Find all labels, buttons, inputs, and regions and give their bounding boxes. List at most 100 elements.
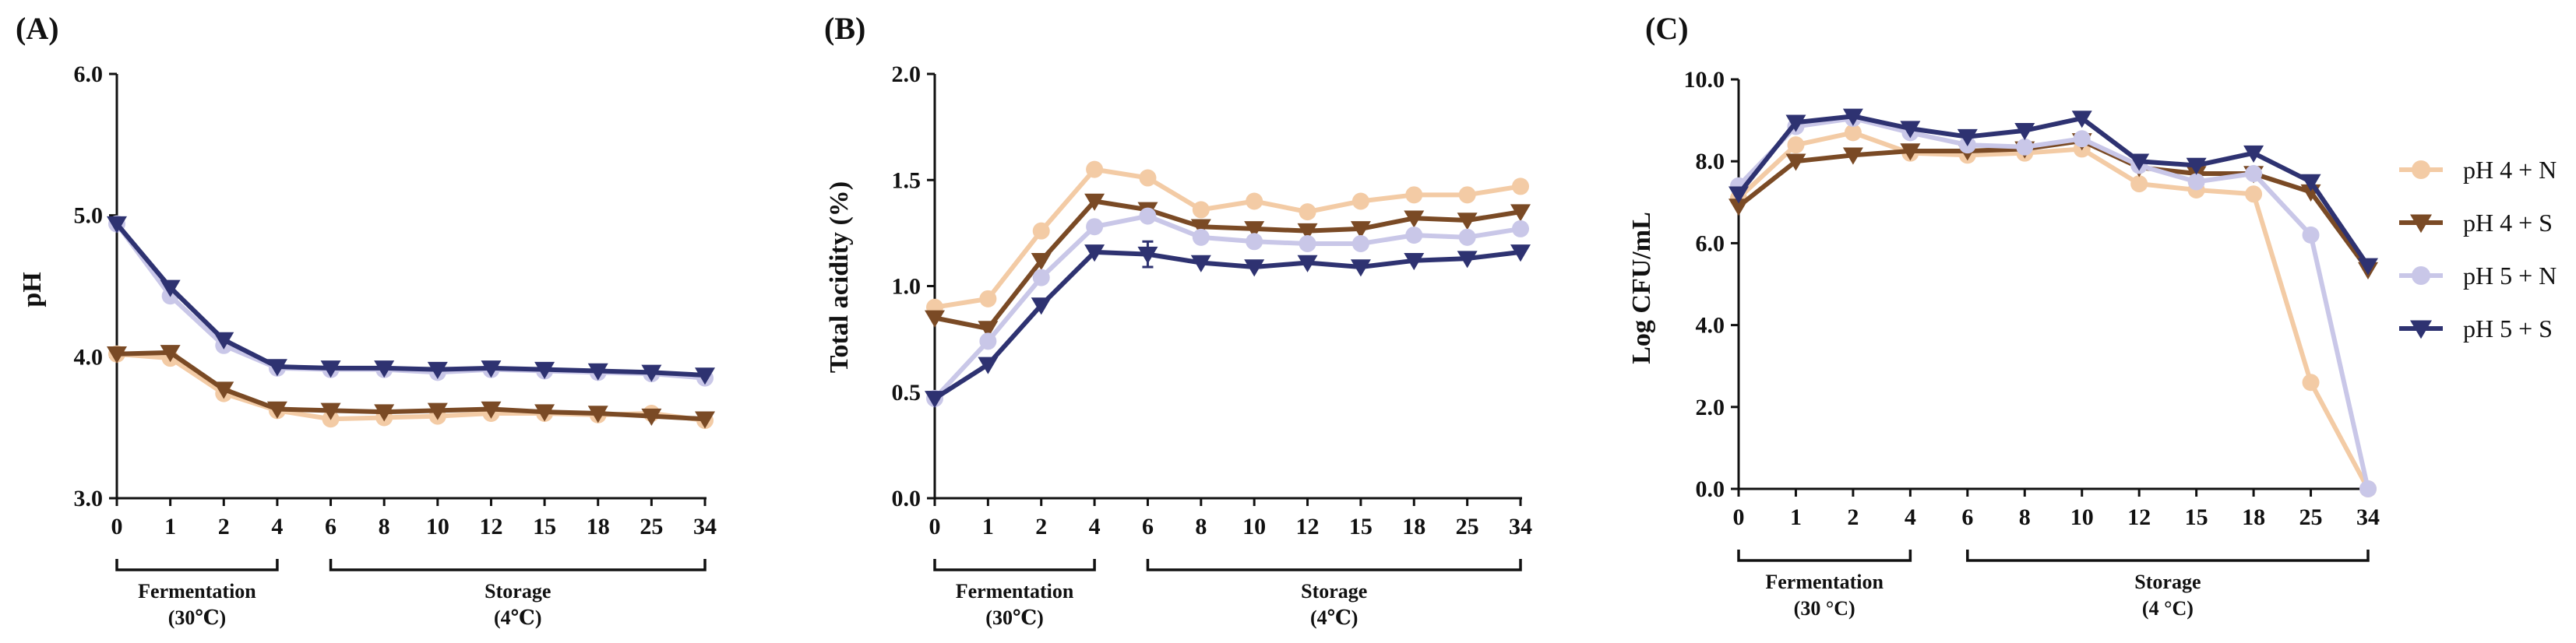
x-tick-label: 34 bbox=[1509, 514, 1532, 539]
y-tick-label: 6.0 bbox=[1696, 230, 1725, 256]
panel-c-ylabel: Log CFU/mL bbox=[1627, 212, 1656, 364]
y-tick-label: 0.5 bbox=[892, 380, 922, 406]
y-tick-label: 6.0 bbox=[74, 61, 104, 87]
y-tick-label: 3.0 bbox=[74, 486, 104, 511]
period-bracket bbox=[329, 559, 707, 571]
data-point bbox=[2302, 226, 2320, 244]
data-point bbox=[2243, 145, 2264, 163]
x-tick-label: 15 bbox=[2185, 504, 2208, 530]
x-tick-label: 18 bbox=[587, 514, 610, 539]
data-point bbox=[1728, 186, 1749, 204]
data-point bbox=[1246, 192, 1263, 210]
x-tick-label: 34 bbox=[693, 514, 717, 539]
series-line bbox=[932, 213, 1521, 400]
panel-c-period-brackets: Fermentation (30 °C) Storage (4 °C) bbox=[1737, 550, 2370, 620]
data-point bbox=[1084, 193, 1105, 211]
data-point bbox=[1404, 253, 1425, 271]
y-tick-label: 8.0 bbox=[1696, 149, 1725, 174]
data-point bbox=[107, 216, 127, 234]
legend-label: pH 4 + S bbox=[2463, 209, 2553, 237]
data-point bbox=[1405, 227, 1423, 244]
data-point bbox=[1086, 218, 1104, 236]
legend-marker bbox=[2412, 266, 2430, 285]
x-tick-label: 18 bbox=[1402, 514, 1425, 539]
x-tick-label: 12 bbox=[1296, 514, 1320, 539]
series-ph-5-n bbox=[108, 215, 714, 387]
data-point bbox=[641, 408, 662, 426]
data-point bbox=[534, 404, 555, 422]
period-note: (4℃) bbox=[1310, 606, 1358, 629]
series-line bbox=[934, 199, 1521, 331]
x-tick-label: 6 bbox=[325, 514, 337, 539]
series-ph-5-n bbox=[1730, 109, 2377, 497]
data-point bbox=[2016, 138, 2034, 156]
data-point bbox=[2073, 130, 2091, 148]
data-point bbox=[1350, 221, 1371, 239]
data-point bbox=[1351, 192, 1369, 210]
series-line bbox=[116, 350, 706, 422]
x-tick-label: 25 bbox=[2299, 504, 2323, 530]
legend-item: pH 4 + N bbox=[2399, 156, 2557, 184]
legend-label: pH 5 + S bbox=[2463, 314, 2553, 343]
series-ph-4-s bbox=[925, 193, 1531, 339]
period-bracket bbox=[1737, 550, 1912, 562]
data-point bbox=[925, 391, 945, 409]
series-line bbox=[933, 249, 1521, 401]
y-tick-label: 10.0 bbox=[1684, 67, 1725, 93]
data-point bbox=[266, 401, 287, 419]
data-point bbox=[2245, 185, 2263, 203]
data-point bbox=[427, 402, 448, 420]
data-point bbox=[1458, 186, 1476, 204]
x-tick-label: 4 bbox=[1089, 514, 1101, 539]
y-tick-label: 1.5 bbox=[892, 167, 922, 193]
x-tick-label: 4 bbox=[1905, 504, 1916, 530]
data-point bbox=[1192, 228, 1210, 246]
data-point bbox=[1031, 253, 1052, 271]
data-point bbox=[534, 361, 555, 380]
x-tick-label: 6 bbox=[1961, 504, 1973, 530]
data-point bbox=[979, 332, 997, 350]
panel-b: (B) Total acidity (%) 0.00.51.01.52.00 1 2… bbox=[824, 11, 1532, 629]
period-name: Fermentation bbox=[956, 580, 1074, 603]
data-point bbox=[2300, 174, 2321, 191]
data-point bbox=[213, 332, 234, 350]
period-note: (30 °C) bbox=[1794, 597, 1855, 620]
data-point bbox=[979, 290, 997, 307]
data-point bbox=[1842, 108, 1863, 126]
data-point bbox=[1900, 121, 1921, 139]
period-bracket bbox=[933, 559, 1096, 571]
series-line bbox=[1736, 114, 2370, 268]
panel-c-label: (C) bbox=[1645, 11, 1689, 46]
data-point bbox=[320, 402, 341, 420]
data-point bbox=[1297, 255, 1318, 272]
data-point bbox=[587, 363, 608, 381]
data-point bbox=[2186, 157, 2207, 175]
data-point bbox=[2014, 123, 2035, 141]
x-tick-label: 2 bbox=[1035, 514, 1047, 539]
panel-a: (A) pH 3.04.05.06.00 1 2 4 6 8 10 12 15 18 25 34 Fe… bbox=[16, 11, 717, 629]
data-point bbox=[1244, 221, 1265, 239]
period-bracket bbox=[1966, 550, 2370, 562]
data-point bbox=[266, 359, 287, 377]
data-point bbox=[1297, 223, 1318, 241]
panel-a-series bbox=[107, 215, 715, 430]
data-point bbox=[1510, 204, 1531, 222]
data-point bbox=[1957, 128, 1978, 146]
series-ph-5-s bbox=[107, 216, 715, 385]
data-point bbox=[587, 406, 608, 423]
x-tick-label: 25 bbox=[1456, 514, 1479, 539]
x-tick-label: 4 bbox=[271, 514, 283, 539]
data-point bbox=[1842, 147, 1863, 165]
series-line bbox=[1736, 130, 2370, 490]
data-point bbox=[320, 360, 341, 378]
x-tick-label: 18 bbox=[2242, 504, 2265, 530]
data-point bbox=[213, 381, 234, 399]
period-name: Fermentation bbox=[138, 580, 256, 603]
data-point bbox=[2129, 153, 2150, 171]
data-point bbox=[2071, 111, 2092, 128]
data-point bbox=[1190, 255, 1211, 272]
data-point bbox=[1244, 259, 1265, 277]
data-point bbox=[107, 346, 127, 364]
x-tick-label: 10 bbox=[2070, 504, 2094, 530]
period-name: Storage bbox=[485, 580, 551, 603]
